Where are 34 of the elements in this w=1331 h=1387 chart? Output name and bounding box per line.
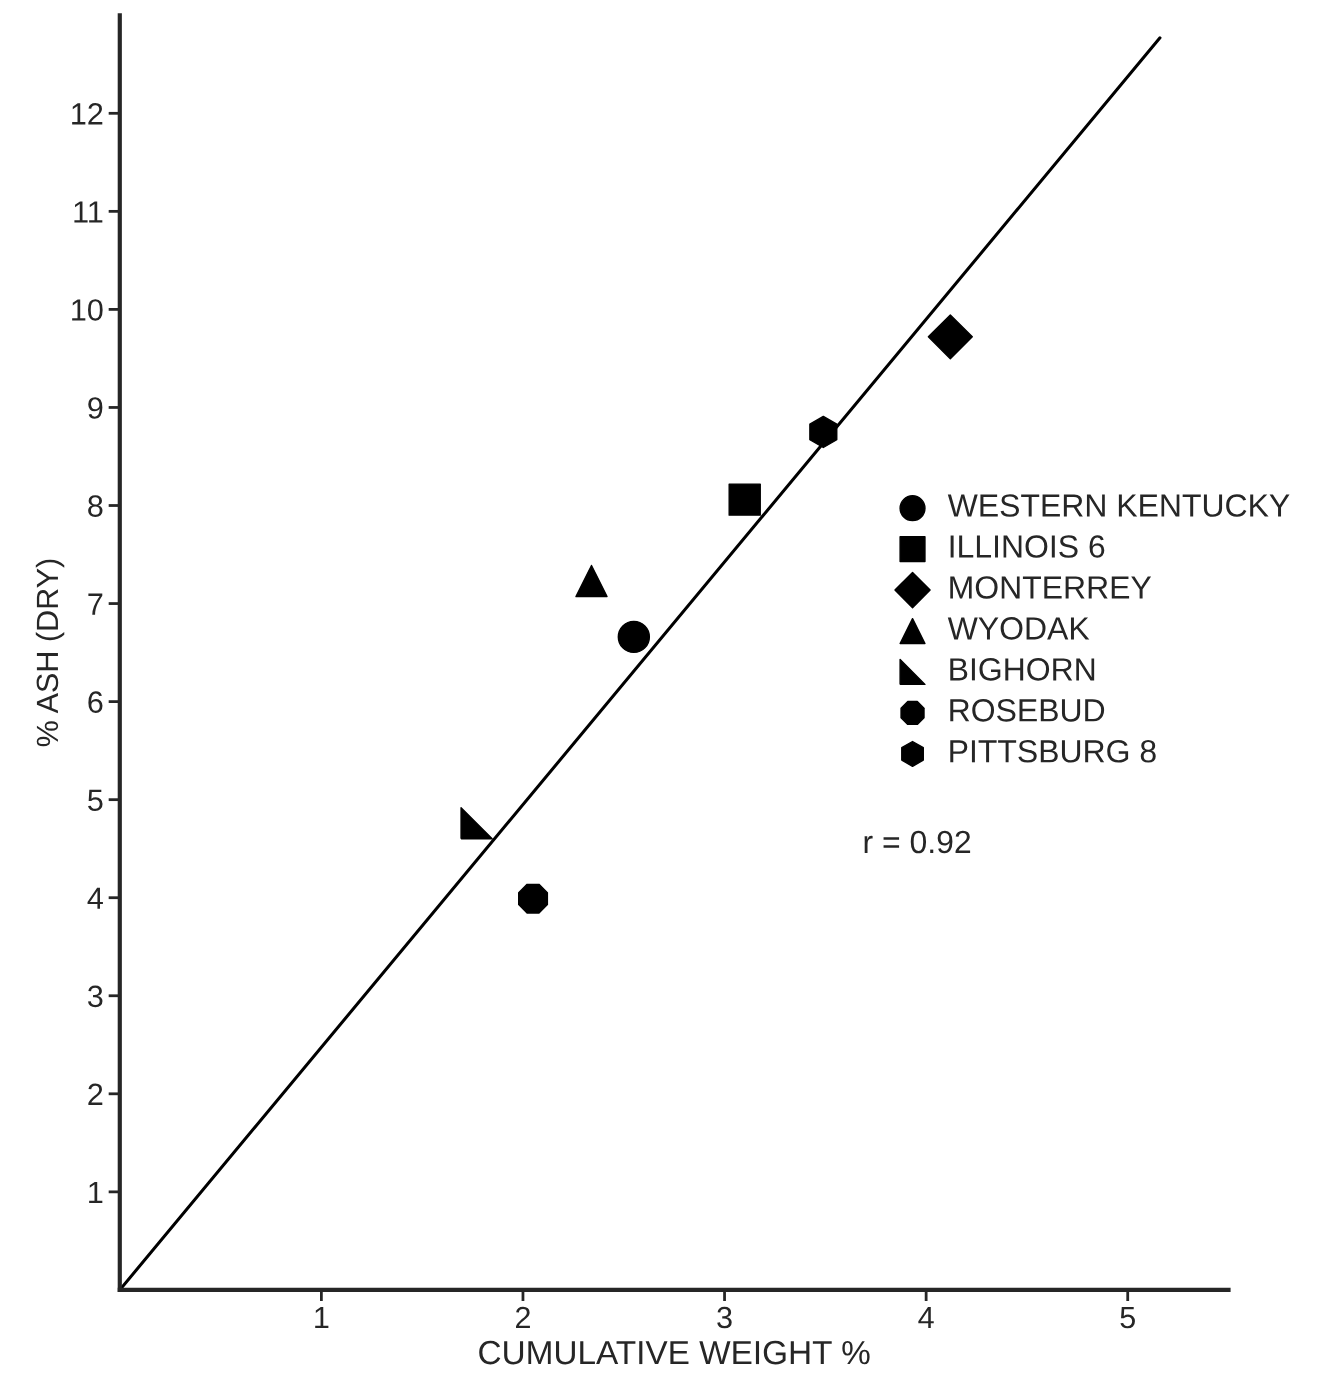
point [617,620,651,654]
y-tick-label: 5 [88,789,103,812]
point [728,483,761,516]
x-tick-label: 3 [717,1306,732,1329]
x-tick-label: 5 [1120,1307,1135,1329]
annotation: r = 0.92 [864,830,971,854]
point [575,564,608,598]
y-tick-label: 4 [87,887,103,909]
y-tick-label: 11 [74,201,103,223]
x-axis-title: CUMULATIVE WEIGHT % [479,1340,870,1365]
y-axis-title: % ASH (DRY) [35,559,65,747]
y-tick-label: 3 [87,985,103,1008]
y-tick-label: 9 [88,397,103,419]
legend-label: ROSEBUD [950,699,1105,722]
legend-label: ILLINOIS 6 [950,535,1105,558]
y-tick-label: 12 [72,103,103,125]
point [809,415,838,449]
legend-label: WESTERN KENTUCKY [947,494,1290,517]
y-tick-label: 1 [89,1181,103,1203]
y-tick-label: 6 [88,691,103,713]
x-tick-label: 2 [516,1306,530,1329]
legend-label: MONTERREY [950,576,1152,599]
y-tick-label: 10 [72,299,103,321]
y-tick-label: 8 [88,495,103,517]
y-tick-label: 2 [88,1083,103,1105]
legend-label: PITTSBURG 8 [950,739,1156,763]
point [927,314,973,360]
legend-label: BIGHORN [950,658,1095,681]
x-tick-label: 1 [315,1307,329,1329]
point [460,806,493,840]
point [518,883,549,914]
legend-label: WYODAK [947,617,1090,640]
x-tick-label: 4 [918,1307,934,1329]
y-tick-label: 7 [88,593,103,615]
